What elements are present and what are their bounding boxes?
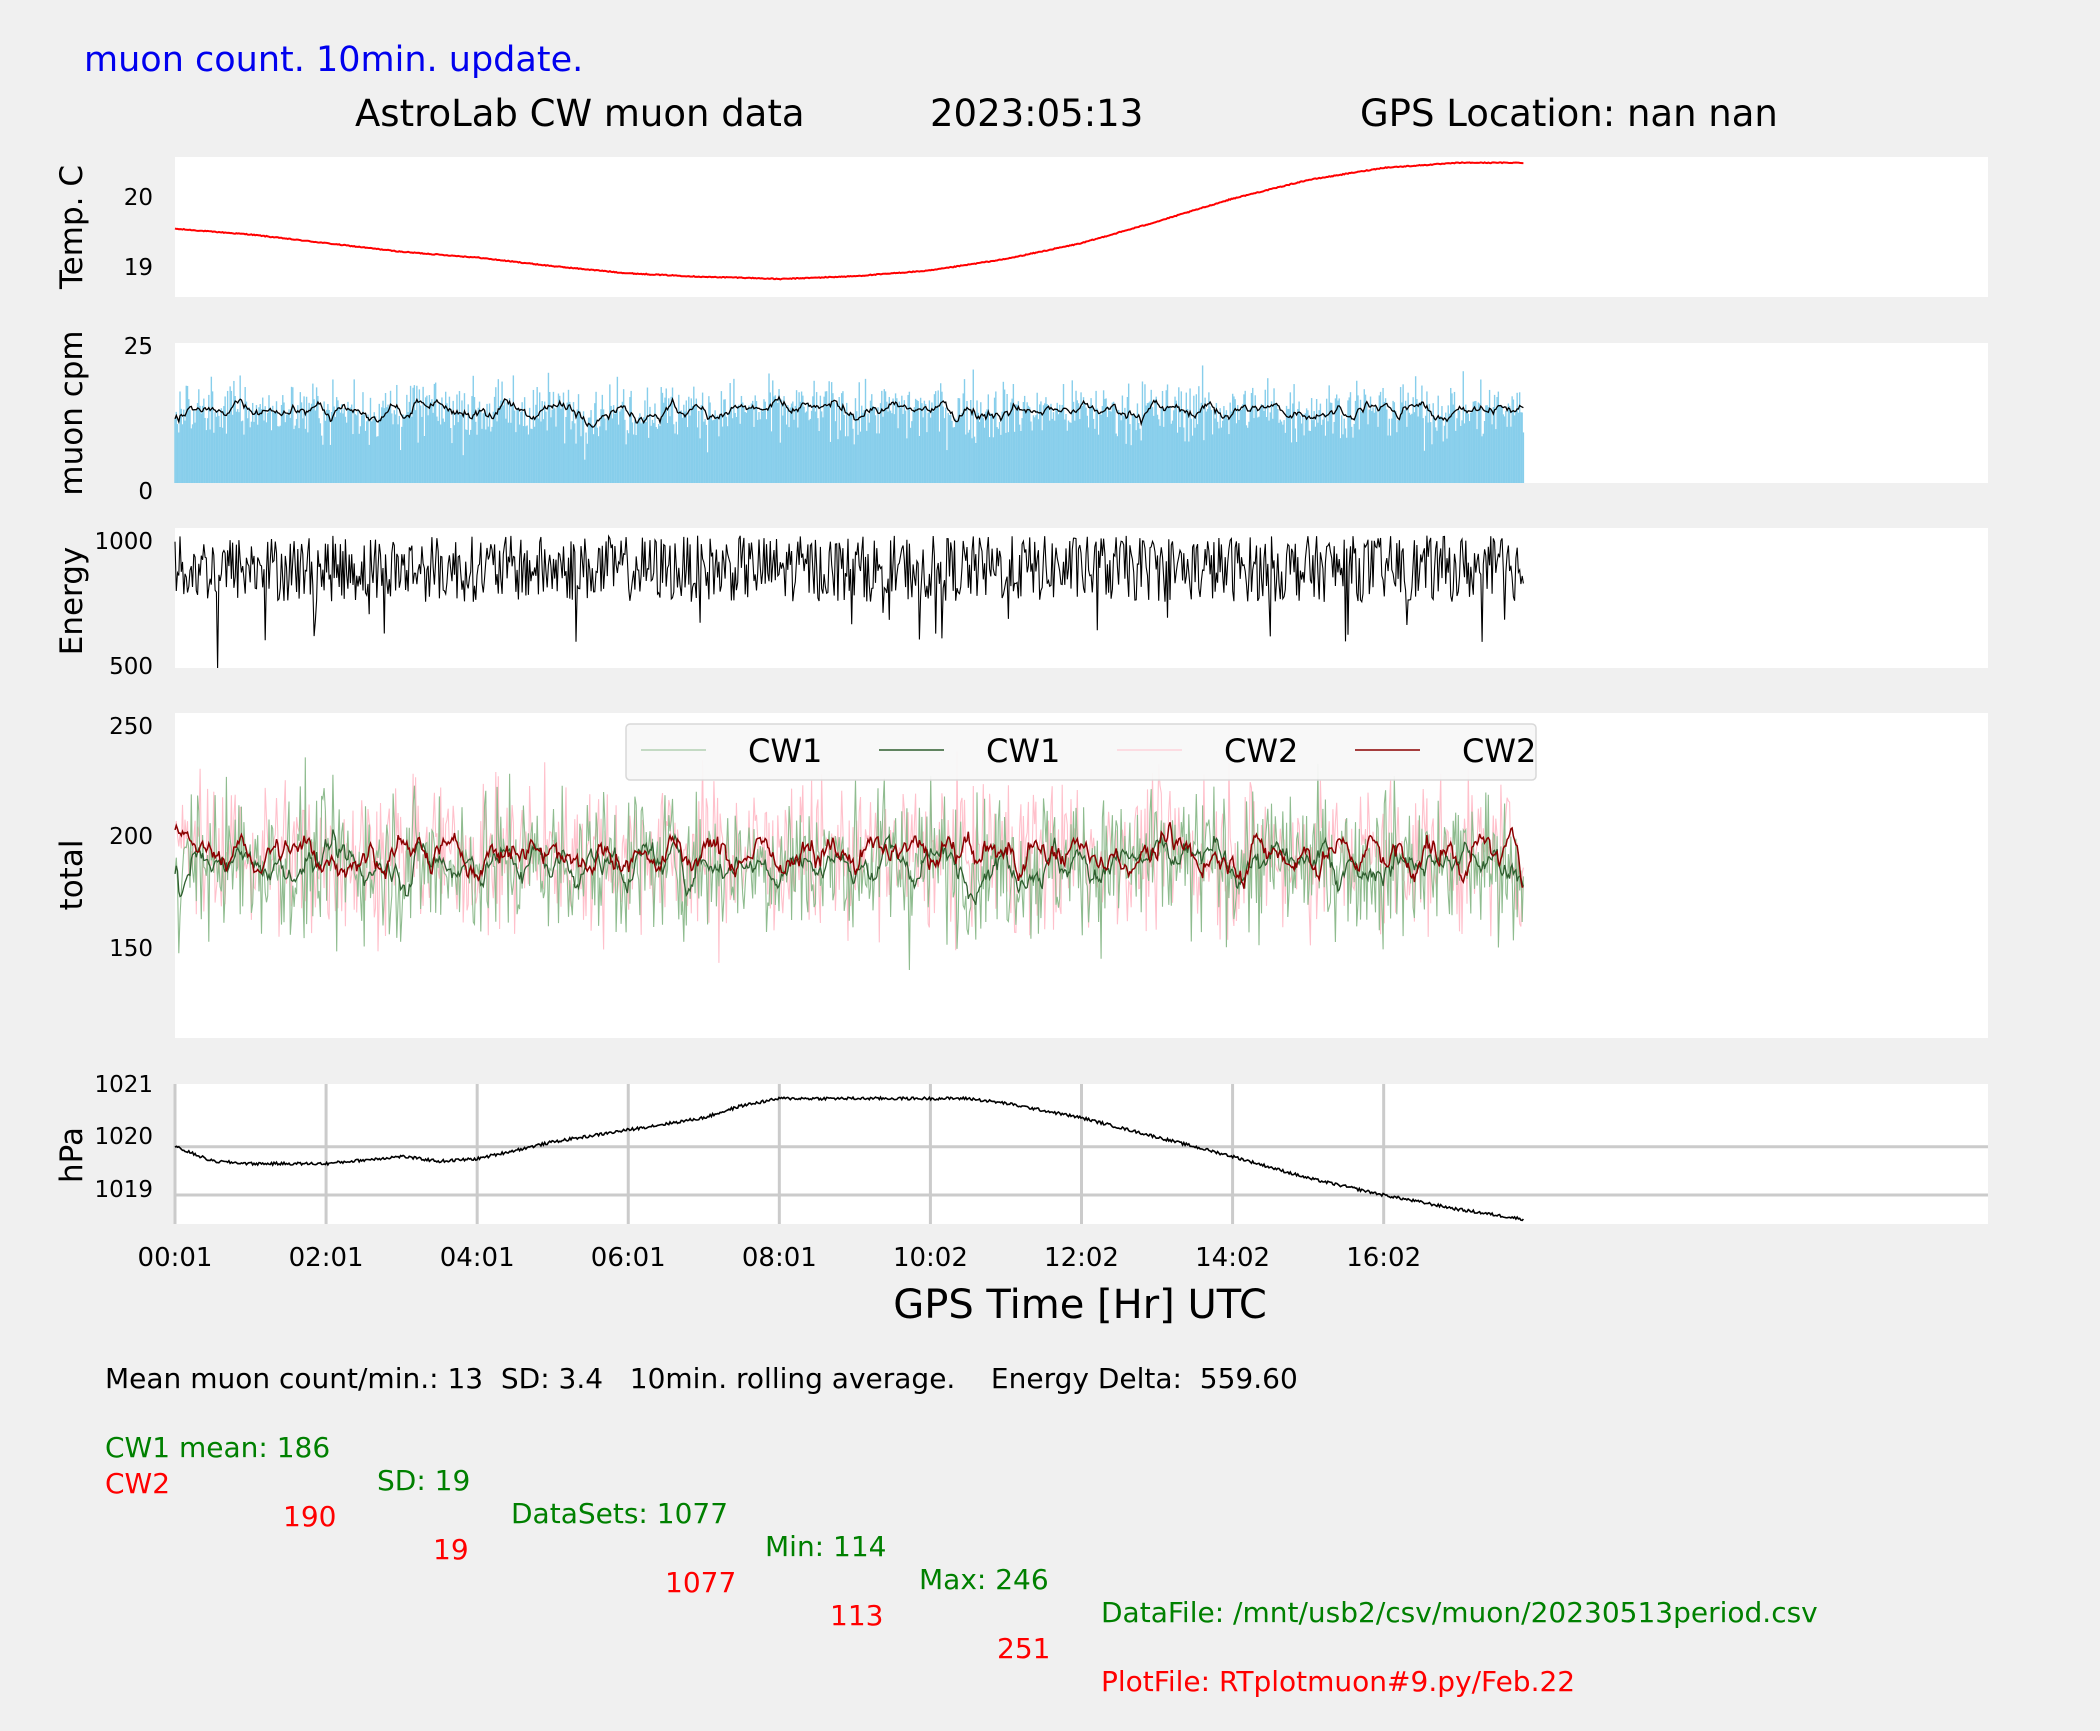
cw1-min: Min: 114 [765, 1530, 887, 1563]
xtick-label: 00:01 [138, 1243, 213, 1273]
plot-file: PlotFile: RTplotmuon#9.py/Feb.22 [1101, 1665, 1576, 1698]
cw1-datasets: DataSets: 1077 [511, 1497, 729, 1530]
gps-location: GPS Location: nan nan [1360, 92, 1778, 135]
legend-label-3: CW2 [1224, 732, 1298, 770]
energy-ytick-label: 1000 [94, 529, 153, 555]
cw1-rolling-average-line [174, 829, 1525, 906]
muon-rolling-average-line [174, 395, 1524, 428]
totals-ylabel: total [54, 840, 90, 911]
totals-legend-box [625, 723, 1537, 781]
cw2-label: CW2 [105, 1467, 171, 1500]
xtick-label: 10:02 [893, 1243, 968, 1273]
legend-label-2: CW1 [986, 732, 1060, 770]
cw2-sd: 19 [433, 1533, 469, 1566]
cw1-mean: CW1 mean: 186 [105, 1431, 331, 1464]
cw2-datasets: 1077 [665, 1566, 737, 1599]
energy-ytick-label: 500 [109, 654, 153, 680]
xtick-label: 12:02 [1044, 1243, 1119, 1273]
xtick-label: 04:01 [440, 1243, 515, 1273]
legend-label-1: CW1 [748, 732, 822, 770]
data-file: DataFile: /mnt/usb2/csv/muon/20230513per… [1101, 1596, 1818, 1629]
cw1-raw-line [174, 757, 1524, 971]
totals-ytick-label: 250 [109, 714, 153, 740]
muon_cpm-ytick-label: 25 [124, 334, 153, 360]
legend-label-4: CW2 [1462, 732, 1536, 770]
temperature-ytick-label: 20 [124, 185, 153, 211]
xtick-label: 14:02 [1195, 1243, 1270, 1273]
cw1-sd: SD: 19 [377, 1464, 471, 1497]
pressure-line [174, 1095, 1525, 1222]
xtick-label: 16:02 [1346, 1243, 1421, 1273]
totals-ytick-label: 200 [109, 824, 153, 850]
cw1-max: Max: 246 [919, 1563, 1049, 1596]
footer-summary: Mean muon count/min.: 13 SD: 3.4 10min. … [105, 1362, 1298, 1395]
temperature-ytick-label: 19 [124, 255, 153, 281]
cw2-raw-line [174, 751, 1524, 963]
cw2-mean: 190 [283, 1500, 337, 1533]
energy-ylabel: Energy [54, 547, 90, 656]
temperature-plot-area [175, 157, 1988, 297]
pressure-ytick-label: 1020 [94, 1124, 153, 1150]
chart-date: 2023:05:13 [930, 92, 1144, 135]
update-note: muon count. 10min. update. [84, 40, 584, 80]
xtick-label: 06:01 [591, 1243, 666, 1273]
pressure-ytick-label: 1021 [94, 1072, 153, 1098]
xtick-label: 08:01 [742, 1243, 817, 1273]
totals-ytick-label: 150 [109, 936, 153, 962]
pressure-ylabel: hPa [54, 1127, 90, 1183]
energy-line [174, 534, 1524, 669]
chart-title: AstroLab CW muon data [355, 92, 805, 135]
cw2-min: 113 [830, 1599, 884, 1632]
temperature-ylabel: Temp. C [54, 165, 90, 290]
muon_cpm-ytick-label: 0 [138, 479, 153, 505]
temperature-line [174, 161, 1524, 281]
x-axis-label: GPS Time [Hr] UTC [893, 1282, 1267, 1328]
xtick-label: 02:01 [289, 1243, 364, 1273]
cw2-rolling-average-line [174, 822, 1524, 889]
footer-cw2-row: CW2 190 19 1077 113 251 PlotFile: RTplot… [105, 1434, 1575, 1731]
muon_cpm-ylabel: muon cpm [54, 330, 90, 495]
cw2-max: 251 [997, 1632, 1051, 1665]
pressure-ytick-label: 1019 [94, 1177, 153, 1203]
energy-plot-area [175, 528, 1988, 668]
